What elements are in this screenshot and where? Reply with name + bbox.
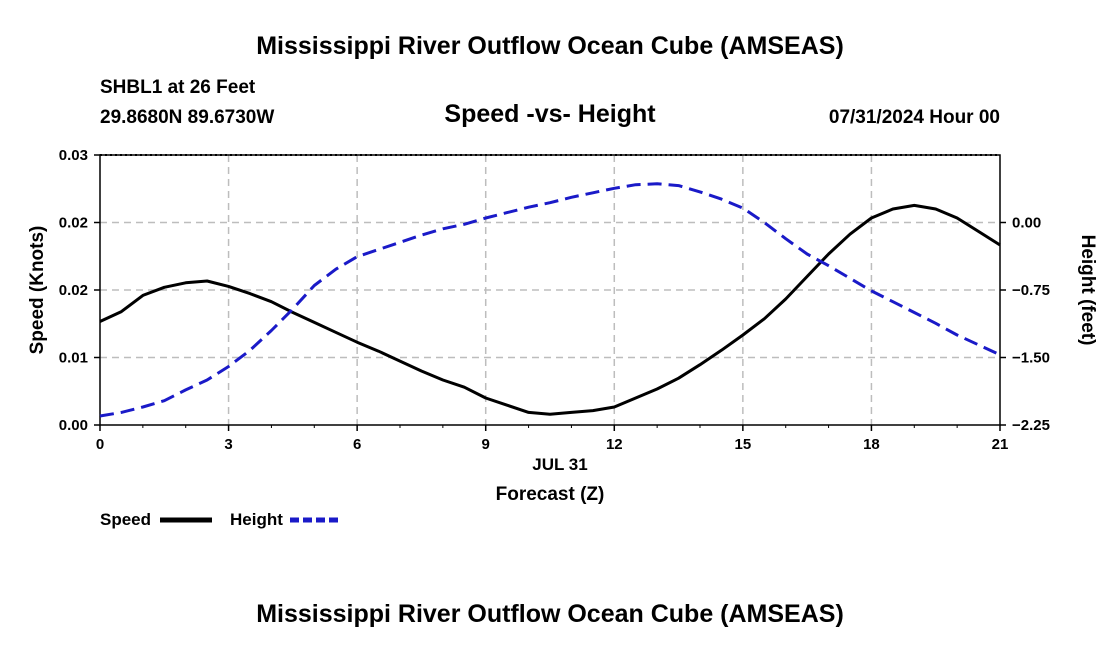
legend: Speed Height bbox=[100, 510, 342, 529]
y-tick-label: 0.03 bbox=[59, 147, 88, 164]
x-tick-label: 3 bbox=[224, 436, 232, 453]
y2-axis-label: Height (feet) bbox=[1077, 235, 1098, 346]
x-tick-label: 21 bbox=[992, 436, 1009, 453]
datetime-label: 07/31/2024 Hour 00 bbox=[828, 107, 1000, 128]
y2-tick-label: −1.50 bbox=[1012, 350, 1050, 367]
series-line-speed bbox=[99, 203, 1001, 416]
y2-tick-label: −2.25 bbox=[1012, 417, 1050, 434]
y-tick-label: 0.00 bbox=[59, 417, 88, 434]
y-axis-label: Speed (Knots) bbox=[27, 226, 48, 355]
y-tick-label: 0.02 bbox=[59, 282, 88, 299]
coords-label: 29.8680N 89.6730W bbox=[100, 107, 275, 128]
chart-title-top: Mississippi River Outflow Ocean Cube (AM… bbox=[256, 32, 844, 60]
y-tick-label: 0.02 bbox=[59, 215, 88, 232]
x-axis-label: Forecast (Z) bbox=[496, 484, 605, 505]
legend-height-label: Height bbox=[230, 510, 283, 529]
x-tick-label: 12 bbox=[606, 436, 623, 453]
x-tick-label: 0 bbox=[96, 436, 104, 453]
x-tick-label: 15 bbox=[735, 436, 752, 453]
station-label: SHBL1 at 26 Feet bbox=[100, 77, 256, 98]
y-tick-label: 0.01 bbox=[59, 350, 88, 367]
legend-speed-label: Speed bbox=[100, 510, 151, 529]
y2-tick-label: −0.75 bbox=[1012, 282, 1050, 299]
chart-subtitle: Speed -vs- Height bbox=[444, 100, 656, 128]
x-tick-label: 9 bbox=[482, 436, 490, 453]
grid-lines bbox=[100, 155, 1000, 425]
y2-tick-label: 0.00 bbox=[1012, 215, 1041, 232]
x-tick-label: 18 bbox=[863, 436, 880, 453]
series-line-height bbox=[99, 182, 1001, 418]
x-date-label: JUL 31 bbox=[532, 455, 587, 474]
chart-title-bottom: Mississippi River Outflow Ocean Cube (AM… bbox=[256, 600, 844, 628]
x-tick-label: 6 bbox=[353, 436, 361, 453]
